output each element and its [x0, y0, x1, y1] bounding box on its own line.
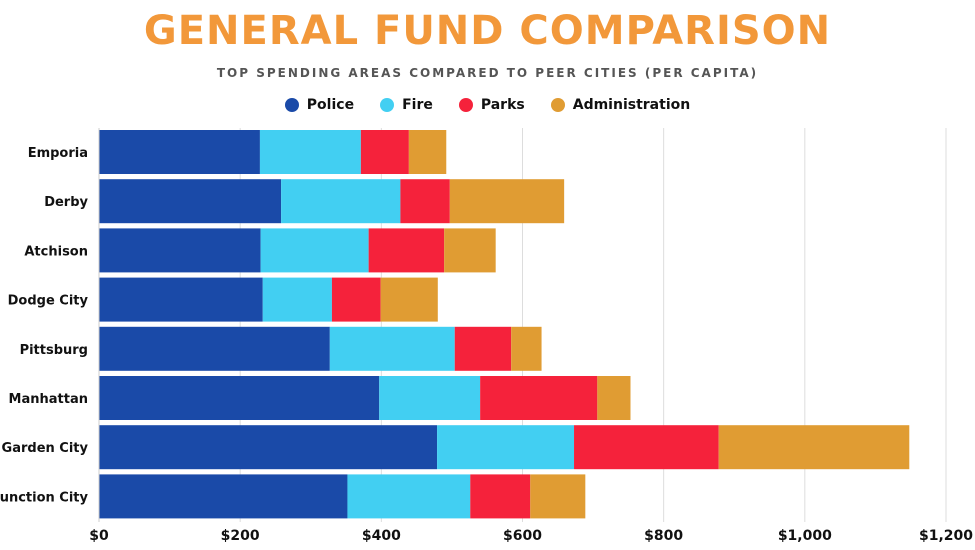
category-label-junction-city: Junction City [0, 490, 89, 505]
x-tick-label-400: $400 [362, 528, 401, 544]
bar-pittsburg-police [99, 326, 330, 371]
bar-manhattan-fire [379, 376, 481, 420]
category-label-garden-city: Garden City [2, 441, 89, 456]
bar-atchison-fire [260, 228, 369, 273]
legend-item-administration: Administration [550, 97, 691, 113]
bar-atchison-parks [368, 228, 445, 273]
bar-dodge-city-administration [380, 277, 438, 322]
bar-derby-fire [281, 179, 401, 224]
legend-label-administration: Administration [572, 97, 691, 113]
bar-atchison-administration [444, 228, 496, 273]
legend-swatch-fire [380, 98, 395, 112]
legend-swatch-parks [458, 98, 473, 112]
bar-dodge-city-police [99, 277, 263, 322]
bar-pittsburg-administration [511, 326, 542, 371]
bar-garden-city-administration [718, 425, 910, 470]
bar-pittsburg-parks [454, 326, 512, 371]
bar-garden-city-fire [437, 425, 575, 470]
x-tick-label-200: $200 [221, 528, 260, 544]
bar-emporia-fire [259, 130, 361, 174]
bar-derby-parks [400, 179, 450, 224]
bar-junction-city-police [99, 474, 348, 519]
category-label-pittsburg: Pittsburg [20, 343, 88, 358]
bar-dodge-city-parks [331, 277, 381, 322]
category-label-manhattan: Manhattan [9, 392, 88, 407]
bar-junction-city-administration [530, 474, 586, 519]
x-tick-label-1200: $1,200 [919, 528, 973, 544]
bar-manhattan-parks [480, 376, 598, 420]
legend-item-parks: Parks [458, 97, 525, 113]
bar-emporia-parks [360, 130, 409, 174]
bar-junction-city-fire [347, 474, 471, 519]
legend-label-parks: Parks [480, 97, 525, 113]
bar-dodge-city-fire [262, 277, 332, 322]
legend-label-police: Police [306, 97, 355, 113]
chart-title: GENERAL FUND COMPARISON [143, 8, 832, 54]
category-label-emporia: Emporia [28, 146, 88, 161]
category-label-dodge-city: Dodge City [8, 294, 89, 309]
bar-derby-administration [449, 179, 565, 224]
chart-subtitle: TOP SPENDING AREAS COMPARED TO PEER CITI… [216, 66, 759, 80]
bar-derby-police [99, 179, 282, 224]
bar-pittsburg-fire [329, 326, 455, 371]
bar-garden-city-parks [574, 425, 719, 470]
x-tick-label-1000: $1,000 [778, 528, 832, 544]
bar-manhattan-police [99, 376, 380, 420]
legend: Police Fire Parks Administration [0, 97, 975, 113]
bar-junction-city-parks [470, 474, 531, 519]
x-tick-label-600: $600 [503, 528, 542, 544]
category-label-derby: Derby [44, 195, 88, 210]
category-label-atchison: Atchison [24, 244, 88, 259]
legend-label-fire: Fire [402, 97, 433, 113]
legend-swatch-police [284, 98, 299, 112]
bar-garden-city-police [99, 425, 438, 470]
x-tick-label-800: $800 [644, 528, 683, 544]
x-tick-label-0: $0 [89, 528, 109, 544]
legend-swatch-administration [550, 98, 565, 112]
bar-manhattan-administration [597, 376, 631, 420]
bar-atchison-police [99, 228, 261, 273]
bar-emporia-administration [408, 130, 447, 174]
legend-item-police: Police [284, 97, 355, 113]
bar-emporia-police [99, 130, 260, 174]
legend-item-fire: Fire [380, 97, 433, 113]
